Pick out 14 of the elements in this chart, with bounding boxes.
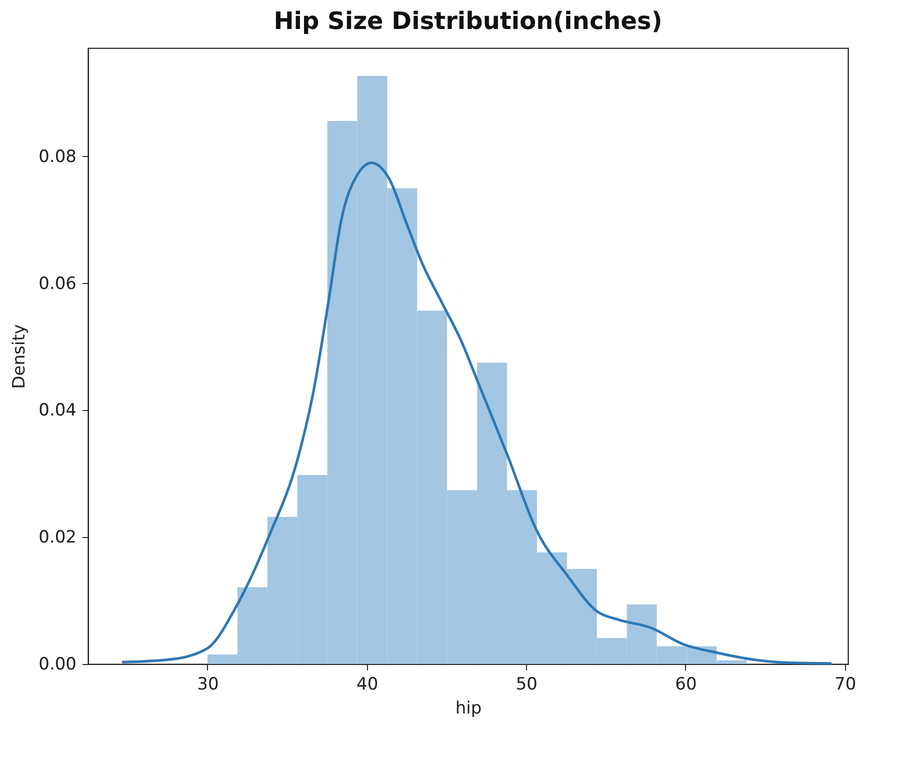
x-axis-title: hip bbox=[455, 698, 482, 718]
x-tick-label: 50 bbox=[516, 674, 538, 694]
y-tick-label: 0.08 bbox=[38, 146, 76, 167]
x-tick-label: 70 bbox=[834, 674, 856, 694]
x-tick-label: 60 bbox=[675, 674, 697, 694]
y-tick-label: 0.04 bbox=[38, 400, 76, 421]
line-series bbox=[122, 162, 832, 665]
y-tick-label: 0.02 bbox=[38, 528, 76, 548]
x-tick-label: 30 bbox=[197, 674, 219, 694]
y-tick-label: 0.00 bbox=[38, 654, 76, 674]
chart-title: Hip Size Distribution(inches) bbox=[274, 7, 662, 35]
x-tick-label: 40 bbox=[356, 674, 378, 694]
y-tick-label: 0.06 bbox=[38, 274, 76, 294]
y-axis-title: Density bbox=[10, 324, 30, 389]
